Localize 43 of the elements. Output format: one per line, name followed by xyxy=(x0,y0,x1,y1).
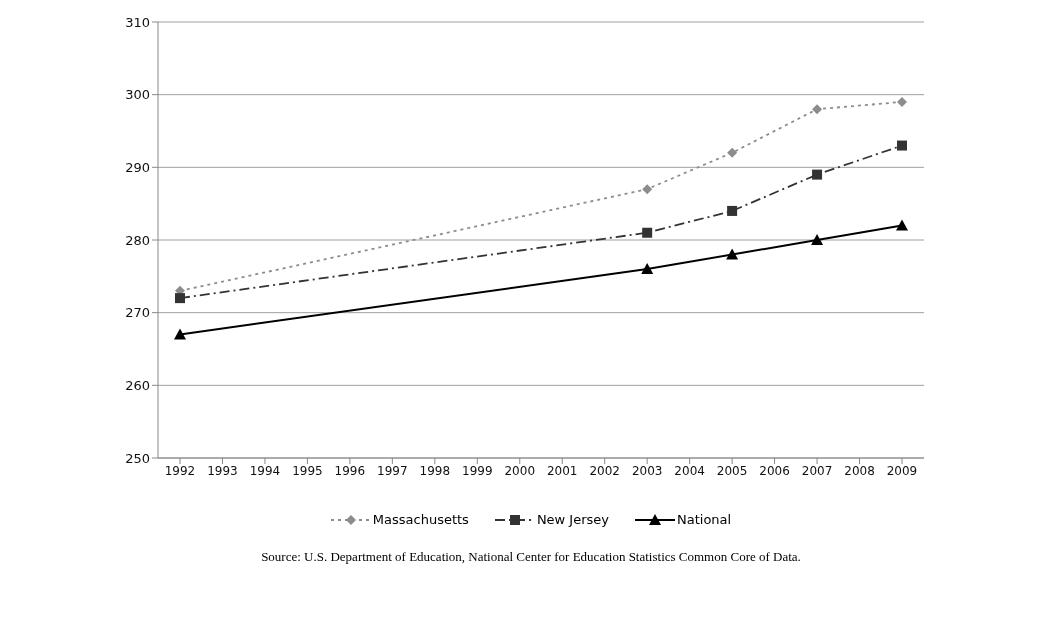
point xyxy=(897,140,907,151)
y-tick-label: 260 xyxy=(125,377,150,393)
point xyxy=(896,219,908,231)
x-tick-label: 2000 xyxy=(504,463,536,478)
y-tick-label: 250 xyxy=(125,450,150,466)
x-tick-label: 1992 xyxy=(164,463,196,478)
point xyxy=(642,227,653,238)
x-tick-label: 2002 xyxy=(589,463,620,478)
x-tick-label: 2005 xyxy=(716,463,748,478)
x-tick-label: 2009 xyxy=(886,463,918,478)
x-tick-label: 2006 xyxy=(759,463,790,478)
y-tick-label: 300 xyxy=(125,87,150,103)
point xyxy=(812,169,823,180)
point xyxy=(642,184,653,195)
point xyxy=(727,205,738,216)
point xyxy=(641,263,654,275)
legend-label: New Jersey xyxy=(536,512,610,527)
source-note: Source: U.S. Department of Education, National Center for Education Statistics Common Core of Data. xyxy=(260,549,802,565)
point xyxy=(897,96,907,107)
x-tick-label: 1995 xyxy=(292,463,323,478)
y-tick-label: 310 xyxy=(125,14,150,30)
point xyxy=(812,104,823,115)
legend-label: Massachusetts xyxy=(372,512,469,527)
x-tick-label: 2001 xyxy=(546,463,578,478)
y-tick-label: 290 xyxy=(125,159,150,175)
x-tick-label: 1996 xyxy=(334,463,366,478)
x-tick-label: 2008 xyxy=(844,463,875,478)
point xyxy=(175,293,185,304)
x-tick-label: 2007 xyxy=(801,463,833,478)
x-tick-label: 1999 xyxy=(462,463,493,478)
y-tick-label: 270 xyxy=(125,305,150,321)
point xyxy=(811,234,824,245)
point xyxy=(726,248,739,260)
x-tick-label: 2003 xyxy=(631,463,663,478)
x-tick-label: 1993 xyxy=(207,463,238,478)
x-tick-label: 1997 xyxy=(377,463,408,478)
y-tick-label: 280 xyxy=(125,232,150,248)
point xyxy=(174,328,186,340)
point xyxy=(727,147,738,158)
legend-label: National xyxy=(677,512,732,527)
x-tick-label: 1998 xyxy=(419,463,451,478)
x-tick-label: 2004 xyxy=(674,463,705,478)
x-tick-label: 1994 xyxy=(249,463,281,478)
